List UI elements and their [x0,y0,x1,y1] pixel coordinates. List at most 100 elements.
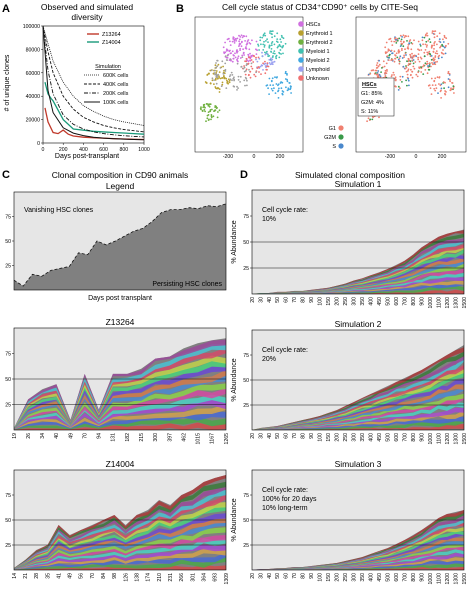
legend-600k-label: 600K cells [103,73,129,79]
area-xtick-label: 50 [275,433,281,439]
area-xtick-label: 28 [34,573,40,579]
panel-a-title-line2: diversity [71,12,103,22]
tsne-point [427,84,430,87]
area-ytick-label: 50 [5,518,11,524]
area-vanishing-region [14,328,226,428]
tsne-point [388,54,391,57]
tsne-point [444,52,447,55]
area-clone-band [252,244,464,294]
tsne-point [215,107,218,110]
tsne-point [376,72,379,74]
tsne-point [434,52,437,55]
area-xtick-label: 600 [394,573,400,582]
tsne-point [404,35,407,37]
tsne-point [273,52,276,55]
area-xtick-label: 700 [402,297,408,306]
series-line-100k-cells [42,25,145,141]
area-xtick-label: 462 [181,433,187,442]
tsne-point [372,69,374,72]
area-annotation-line2: 100% for 20 days [262,496,317,503]
panel-b-title: Cell cycle status of CD34⁺CD90⁺ cells by… [222,2,418,12]
tsne-point [236,59,239,62]
tsne-point [245,46,247,48]
tsne-point [393,60,396,63]
tsne-point [236,89,238,91]
cluster-legend-label: Unknown [306,76,329,82]
tsne-point [422,43,424,46]
tsne-point [290,92,292,94]
tsne-point [267,87,269,90]
panel-letter-a: A [2,3,10,15]
tsne-point [239,81,242,83]
area-xtick-label: 30 [258,573,264,579]
tsne-point [438,38,441,40]
tsne-point [216,77,219,80]
area-clone-band [252,260,464,294]
tsne-point [268,62,271,64]
tsne-point [421,39,424,42]
area-clone-band [252,238,464,294]
panel-letter-d: D [240,169,248,181]
area-xtick-label: 80 [301,297,307,303]
tsne-point [412,62,415,65]
tsne-point [423,51,426,54]
tsne-point [209,69,212,72]
tsne-point [271,33,273,35]
tsne-point [430,65,432,68]
tsne-point [218,71,221,73]
area-xtick-label: 70 [292,433,298,439]
tsne-point [266,38,268,41]
tsne-point [407,46,409,48]
tsne-point [211,79,214,82]
tsne-point [262,62,264,65]
tsne-point [424,69,427,71]
tsne-point [438,76,441,79]
tsne-point [248,48,251,51]
tsne-point [207,103,209,105]
tsne-point [218,76,221,79]
tsne-point [215,62,217,64]
tsne-point [254,75,257,78]
tsne-point [245,58,248,60]
tsne-point [397,85,400,88]
cc-legend-s-label: S [332,144,336,150]
tsne-point [276,38,279,40]
tsne-point [397,49,400,51]
tsne-point [235,39,238,42]
cc-legend-s-dot [338,143,344,149]
tsne-point [245,47,248,50]
area-xtick-label: 1200 [445,573,451,585]
area-clone-band [252,566,464,570]
area-clone-band [252,263,464,294]
tsne-point [225,87,228,89]
tsne-point [240,45,243,48]
area-clone-band [252,230,464,294]
area-xtick-label: 1309 [224,573,230,585]
cluster-legend-dot [298,75,304,81]
tsne-point [390,49,393,52]
legend-simulation-heading: Simulation [95,64,121,70]
tsne-point [427,65,429,67]
tsne-point [385,41,388,44]
area-xtick-label: 700 [402,433,408,442]
cc-legend-g1-dot [338,125,344,131]
tsne-point [238,45,240,47]
area-xtick-label: 1000 [428,433,434,445]
hsc-box-heading: HSCs [362,82,377,88]
area-xtick-label: 100 [318,573,324,582]
tsne-point [410,73,412,76]
tsne-point [407,47,410,50]
tsne-point [384,46,387,49]
tsne-point [268,77,271,80]
tsne-point [391,52,393,55]
area-clone-band [252,424,464,430]
tsne-point [447,72,450,75]
tsne-point [217,73,220,76]
tsne-point [433,59,435,62]
tsne-point [400,38,403,41]
tsne-point [273,50,276,52]
tsne-point [425,40,428,43]
area-ytick-label: 75 [5,493,11,499]
tsne-point [266,62,269,64]
